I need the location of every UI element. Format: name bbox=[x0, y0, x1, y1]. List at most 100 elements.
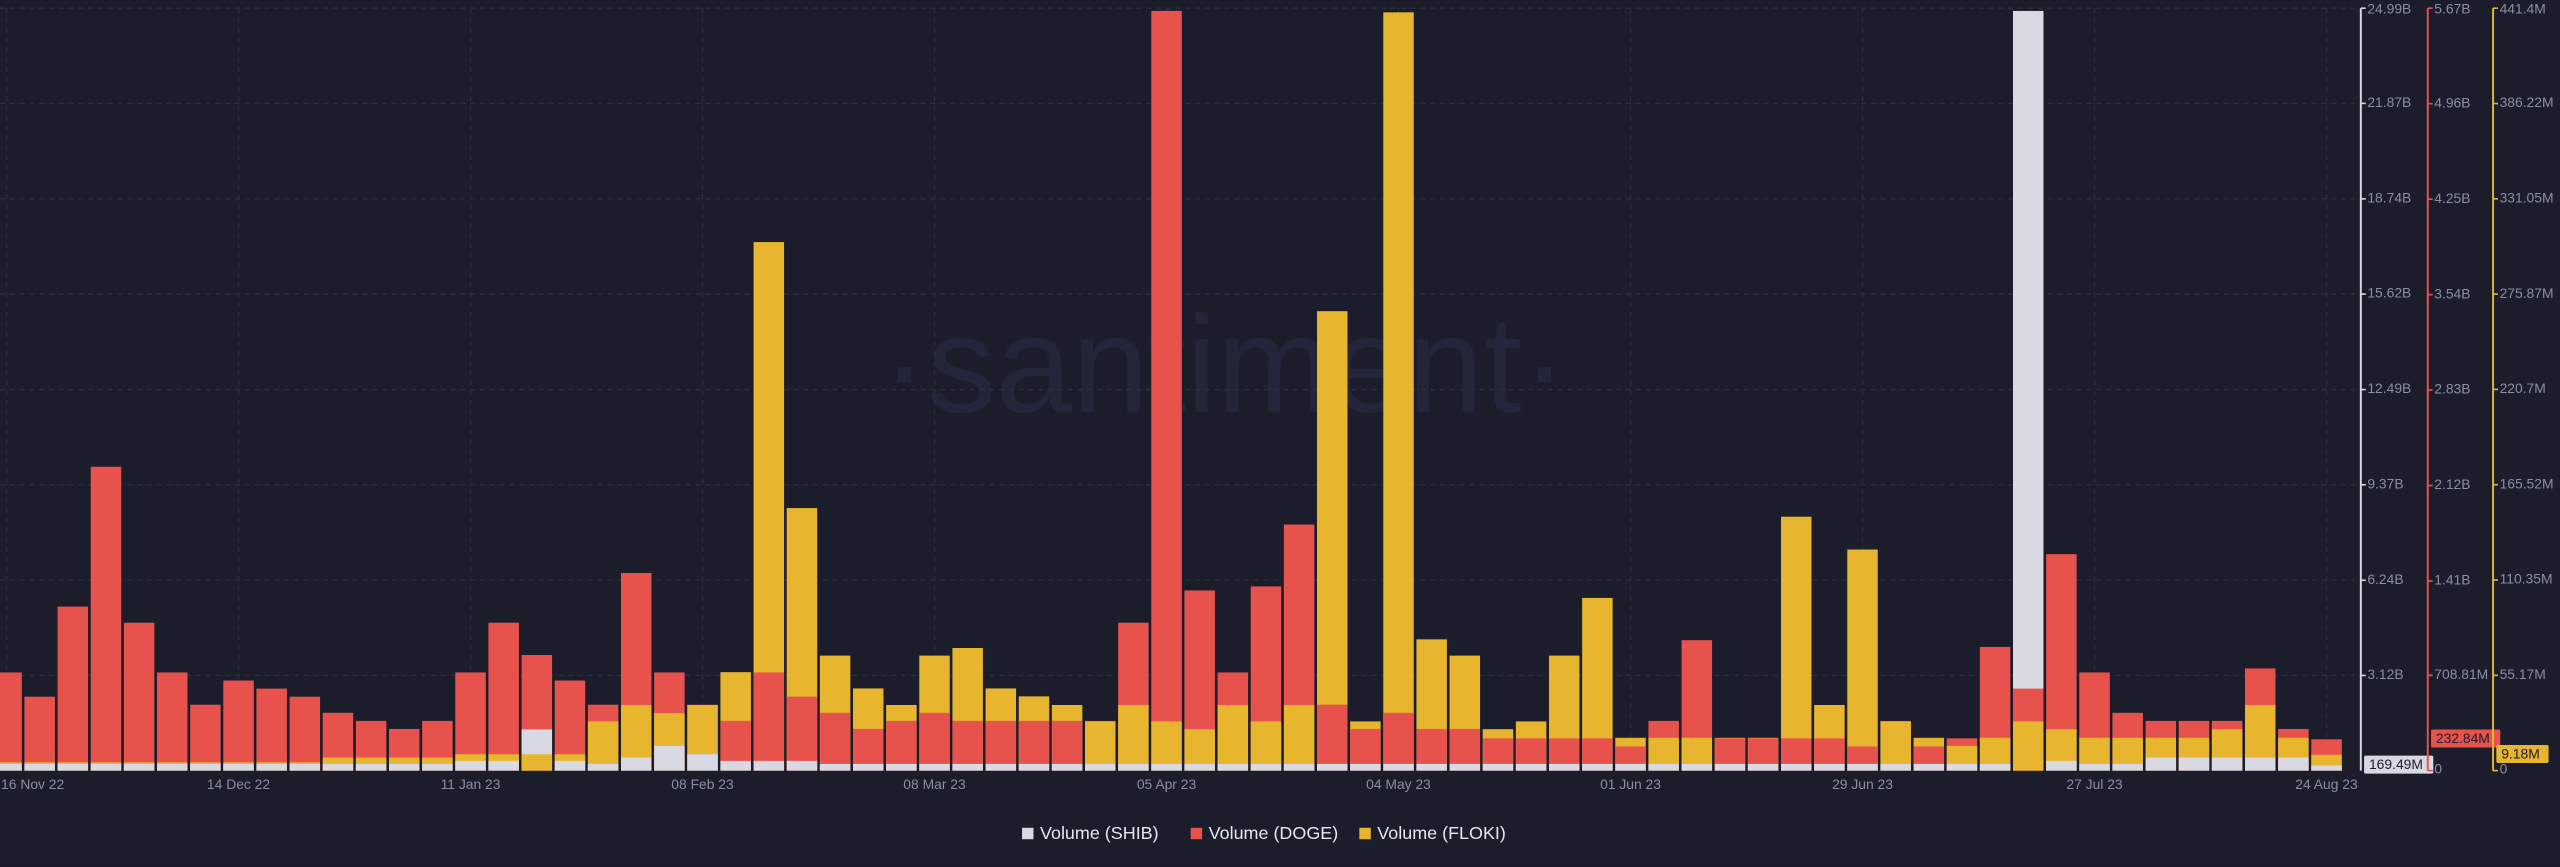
y-tick-label: 220.7M bbox=[2500, 380, 2546, 396]
bar bbox=[0, 672, 22, 771]
legend-swatch[interactable] bbox=[1359, 827, 1371, 840]
bar bbox=[654, 745, 685, 771]
bar bbox=[1283, 705, 1315, 771]
legend-label[interactable]: Volume (DOGE) bbox=[1209, 823, 1339, 843]
bar bbox=[554, 760, 586, 771]
y-tick-label: 708.81M bbox=[2434, 666, 2488, 682]
bar bbox=[1847, 763, 1878, 771]
bar bbox=[2112, 763, 2143, 771]
bar bbox=[256, 688, 287, 771]
y-tick-label: 3.12B bbox=[2367, 666, 2403, 682]
bar bbox=[156, 763, 188, 771]
bar bbox=[1416, 728, 1447, 771]
bar bbox=[2046, 760, 2077, 771]
y-tick-label: 21.87B bbox=[2367, 94, 2411, 110]
bar bbox=[1847, 549, 1878, 771]
bar bbox=[1681, 763, 1713, 771]
bar bbox=[1913, 763, 1945, 771]
bar bbox=[90, 466, 122, 771]
bar bbox=[1018, 763, 1050, 771]
bar bbox=[2079, 763, 2110, 771]
bar bbox=[1084, 721, 1116, 771]
bar bbox=[57, 763, 89, 771]
bar bbox=[2012, 721, 2044, 771]
bar bbox=[256, 763, 287, 771]
bar bbox=[2145, 757, 2177, 771]
bar bbox=[2278, 757, 2309, 771]
bar bbox=[57, 606, 89, 771]
last-value-label: 169.49M bbox=[2369, 756, 2423, 772]
bar bbox=[1714, 763, 1746, 771]
bar bbox=[1515, 763, 1547, 771]
bar bbox=[985, 720, 1017, 771]
bar bbox=[819, 712, 851, 771]
bar bbox=[223, 680, 254, 771]
y-tick-label: 5.67B bbox=[2434, 0, 2470, 16]
x-tick-label: 04 May 23 bbox=[1366, 776, 1431, 792]
bar bbox=[289, 763, 321, 771]
bar bbox=[2211, 757, 2243, 771]
x-tick-label: 11 Jan 23 bbox=[441, 776, 501, 792]
x-tick-label: 16 Nov 22 bbox=[1, 776, 64, 792]
x-tick-label: 01 Jun 23 bbox=[1600, 776, 1661, 792]
bar bbox=[1184, 763, 1215, 771]
bar bbox=[1449, 763, 1481, 771]
bar bbox=[1350, 763, 1381, 771]
bar bbox=[952, 720, 983, 771]
legend-swatch[interactable] bbox=[1022, 827, 1034, 840]
bar bbox=[1383, 763, 1414, 771]
bar bbox=[1482, 763, 1514, 771]
x-tick-label: 08 Feb 23 bbox=[671, 776, 734, 792]
bar bbox=[1648, 763, 1679, 771]
y-tick-label: 0 bbox=[2434, 760, 2442, 776]
bar bbox=[952, 763, 983, 771]
bar bbox=[720, 760, 751, 771]
bar bbox=[1151, 721, 1182, 771]
bar bbox=[1582, 763, 1613, 771]
y-tick-label: 12.49B bbox=[2367, 380, 2411, 396]
last-value-badge bbox=[2364, 755, 2434, 774]
bar bbox=[1151, 10, 1182, 771]
last-value-label: 232.84M bbox=[2436, 730, 2490, 746]
last-value-badge bbox=[2496, 744, 2549, 763]
bar bbox=[123, 622, 155, 771]
bar bbox=[1051, 763, 1083, 771]
last-value-label: 9.18M bbox=[2501, 745, 2540, 761]
y-tick-label: 9.37B bbox=[2367, 475, 2403, 491]
bar bbox=[620, 757, 652, 771]
bar bbox=[1316, 311, 1348, 771]
legend-label[interactable]: Volume (FLOKI) bbox=[1377, 823, 1506, 843]
y-tick-label: 24.99B bbox=[2367, 0, 2411, 16]
bar bbox=[1383, 12, 1414, 771]
y-tick-label: 331.05M bbox=[2500, 189, 2554, 205]
x-tick-label: 29 Jun 23 bbox=[1832, 776, 1893, 792]
bar bbox=[1615, 763, 1646, 771]
bar bbox=[422, 763, 453, 771]
bar bbox=[1316, 763, 1348, 771]
legend-swatch[interactable] bbox=[1190, 827, 1203, 840]
bar bbox=[1250, 721, 1282, 771]
bar bbox=[2311, 765, 2342, 771]
bar bbox=[1184, 729, 1215, 771]
bar bbox=[190, 704, 221, 771]
bar bbox=[1780, 516, 1812, 771]
bar bbox=[388, 763, 420, 771]
bar bbox=[852, 763, 884, 771]
bar bbox=[1118, 763, 1149, 771]
bar bbox=[1979, 763, 2011, 771]
bar bbox=[90, 763, 122, 771]
legend-label[interactable]: Volume (SHIB) bbox=[1040, 823, 1159, 843]
bar bbox=[1449, 728, 1481, 771]
y-tick-label: 165.52M bbox=[2500, 475, 2554, 491]
bar bbox=[24, 763, 55, 771]
bar bbox=[1416, 763, 1447, 771]
bar bbox=[2178, 757, 2210, 771]
bar bbox=[1051, 720, 1083, 771]
bar bbox=[355, 763, 387, 771]
bar bbox=[1880, 763, 1911, 771]
bar bbox=[2244, 757, 2276, 771]
x-tick-label: 05 Apr 23 bbox=[1137, 776, 1197, 792]
bar bbox=[190, 763, 221, 771]
bar bbox=[1118, 705, 1149, 771]
bar bbox=[819, 763, 851, 771]
